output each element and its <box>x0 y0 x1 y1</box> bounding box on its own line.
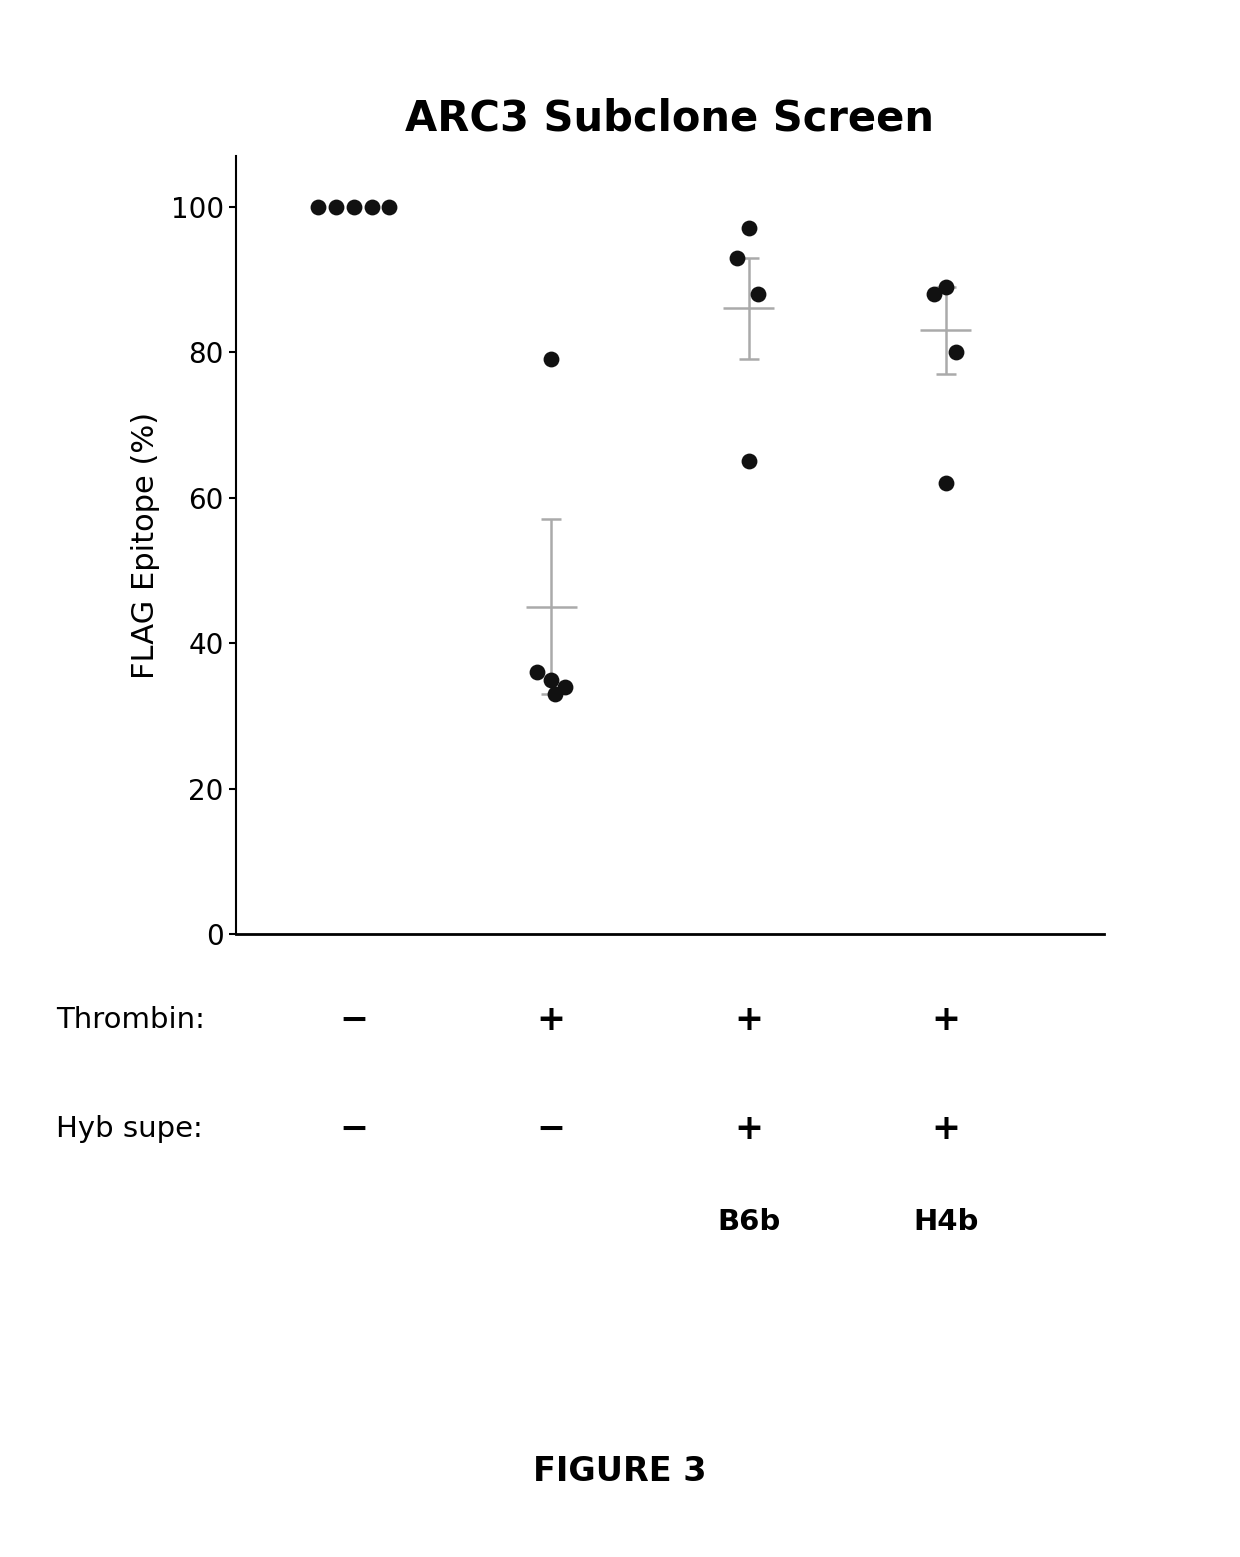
Point <box>309 195 329 220</box>
Point <box>379 195 399 220</box>
Point <box>739 448 759 473</box>
Title: ARC3 Subclone Screen: ARC3 Subclone Screen <box>405 98 934 140</box>
Point <box>936 470 956 495</box>
Point <box>326 195 346 220</box>
Text: +: + <box>734 1112 763 1146</box>
Y-axis label: FLAG Epitope (%): FLAG Epitope (%) <box>130 411 160 679</box>
Text: −: − <box>340 1112 368 1146</box>
Text: Hyb supe:: Hyb supe: <box>56 1115 202 1143</box>
Point <box>362 195 382 220</box>
Point <box>542 666 562 691</box>
Text: H4b: H4b <box>913 1208 978 1236</box>
Text: +: + <box>734 1003 763 1037</box>
Point <box>556 674 575 699</box>
Text: B6b: B6b <box>717 1208 780 1236</box>
Point <box>546 682 565 707</box>
Point <box>727 244 746 269</box>
Point <box>749 282 769 307</box>
Text: Thrombin:: Thrombin: <box>56 1006 205 1034</box>
Point <box>542 347 562 372</box>
Text: +: + <box>931 1112 960 1146</box>
Point <box>739 216 759 241</box>
Point <box>946 339 966 364</box>
Text: +: + <box>537 1003 565 1037</box>
Text: −: − <box>340 1003 368 1037</box>
Point <box>527 660 547 685</box>
Text: +: + <box>931 1003 960 1037</box>
Point <box>343 195 363 220</box>
Text: FIGURE 3: FIGURE 3 <box>533 1454 707 1488</box>
Point <box>936 274 956 299</box>
Text: −: − <box>537 1112 565 1146</box>
Point <box>924 282 944 307</box>
